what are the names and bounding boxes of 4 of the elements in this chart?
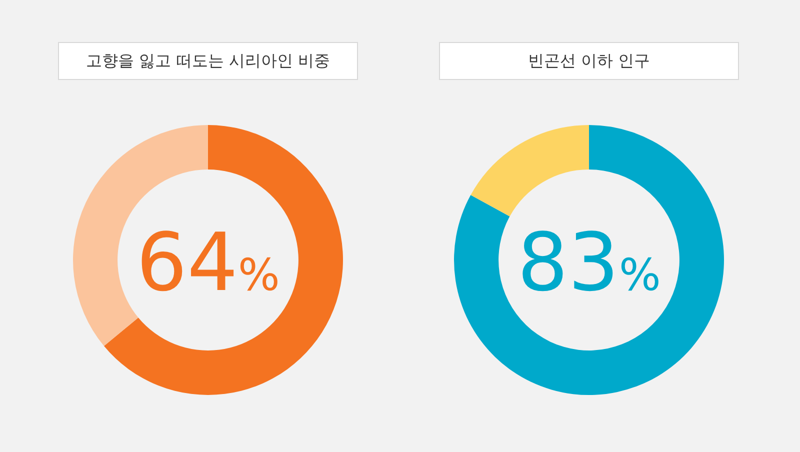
- data-label: 83%: [517, 216, 661, 309]
- chart-title: 빈곤선 이하 인구: [439, 42, 739, 80]
- data-label: 64%: [136, 216, 280, 309]
- chart-title: 고향을 잃고 떠도는 시리아인 비중: [58, 42, 358, 80]
